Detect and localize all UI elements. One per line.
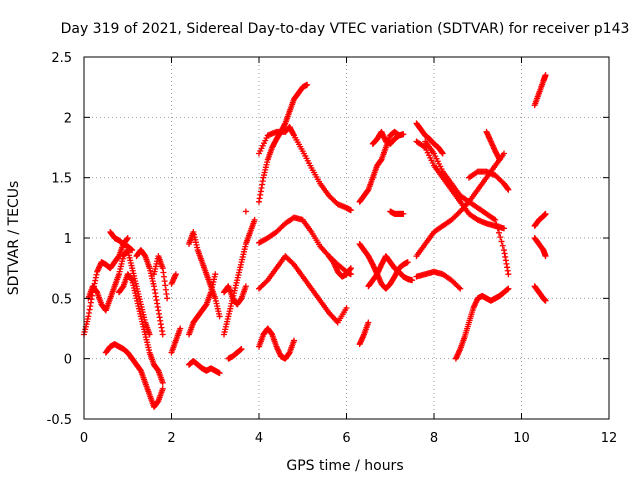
data-point bbox=[159, 385, 166, 392]
data-point bbox=[505, 186, 512, 193]
data-point bbox=[251, 216, 258, 223]
data-point bbox=[124, 235, 131, 241]
data-point bbox=[159, 379, 166, 386]
data-point bbox=[365, 319, 372, 326]
x-tick-label: 6 bbox=[342, 431, 350, 446]
data-point bbox=[409, 277, 416, 284]
data-point bbox=[216, 370, 223, 377]
y-tick-label: 0.5 bbox=[51, 292, 72, 307]
data-point bbox=[238, 346, 245, 353]
data-point bbox=[242, 208, 249, 215]
y-axis-label: SDTVAR / TECUs bbox=[6, 181, 22, 296]
data-point bbox=[501, 225, 507, 232]
data-point bbox=[439, 150, 446, 157]
grid-lines bbox=[84, 57, 609, 419]
data-point bbox=[542, 253, 549, 260]
x-tick-label: 10 bbox=[513, 431, 530, 446]
y-tick-label: 1 bbox=[64, 232, 72, 247]
data-point bbox=[291, 337, 297, 344]
data-point bbox=[499, 242, 506, 249]
data-points bbox=[81, 72, 549, 410]
data-point bbox=[492, 216, 499, 223]
data-point bbox=[347, 265, 354, 272]
axes: 0 2 4 6 8 10 12 -0.5 0 0.5 1 1.5 2 2.5 bbox=[47, 51, 618, 446]
x-axis-label: GPS time / hours bbox=[286, 458, 403, 474]
data-point bbox=[542, 297, 549, 304]
y-tick-label: -0.5 bbox=[47, 413, 72, 428]
data-point bbox=[212, 271, 219, 278]
x-tick-label: 2 bbox=[167, 431, 175, 446]
data-point bbox=[129, 247, 136, 254]
data-point bbox=[542, 210, 549, 217]
y-tick-label: 0 bbox=[64, 353, 72, 368]
y-tick-label: 2 bbox=[64, 111, 72, 126]
data-point bbox=[496, 229, 502, 236]
x-tick-label: 0 bbox=[80, 431, 88, 446]
data-point bbox=[404, 259, 411, 266]
data-point bbox=[497, 234, 504, 241]
chart-title: Day 319 of 2021, Sidereal Day-to-day VTE… bbox=[61, 21, 630, 37]
data-point bbox=[177, 325, 184, 332]
data-point bbox=[400, 210, 407, 217]
data-point bbox=[172, 271, 179, 278]
x-tick-label: 12 bbox=[601, 431, 618, 446]
data-point bbox=[456, 284, 462, 291]
data-point bbox=[493, 221, 500, 228]
data-point bbox=[457, 285, 464, 292]
data-point bbox=[505, 285, 512, 292]
data-point bbox=[242, 283, 249, 290]
x-tick-label: 8 bbox=[430, 431, 438, 446]
data-point bbox=[501, 150, 507, 157]
data-point bbox=[343, 304, 350, 311]
data-point bbox=[164, 295, 171, 302]
data-point bbox=[400, 131, 407, 138]
y-tick-label: 1.5 bbox=[51, 172, 72, 187]
data-point bbox=[498, 238, 505, 245]
data-point bbox=[304, 81, 311, 88]
data-point bbox=[491, 216, 497, 223]
data-point bbox=[216, 313, 223, 320]
data-point bbox=[494, 225, 501, 232]
data-point bbox=[542, 72, 549, 79]
data-point bbox=[505, 271, 512, 278]
data-point bbox=[347, 207, 354, 214]
data-point bbox=[159, 331, 166, 338]
x-tick-label: 4 bbox=[255, 431, 263, 446]
y-tick-label: 2.5 bbox=[51, 51, 72, 66]
data-point bbox=[496, 156, 503, 163]
